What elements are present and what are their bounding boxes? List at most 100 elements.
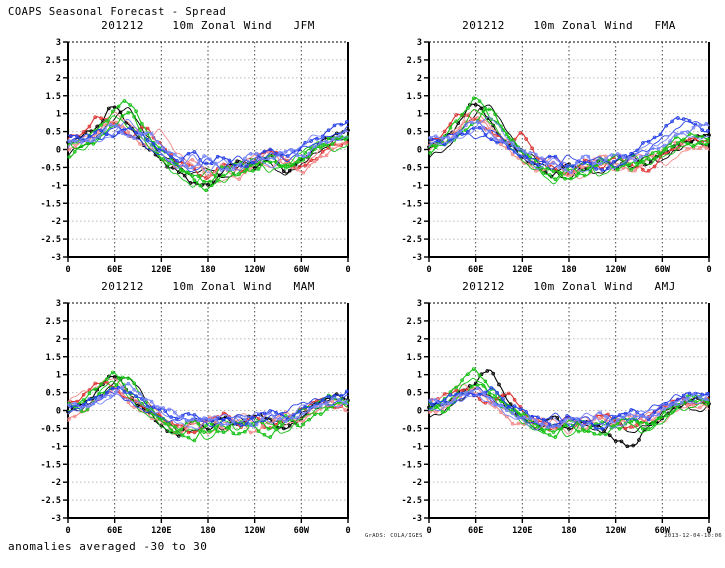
ensemble-marker-green bbox=[685, 141, 690, 146]
y-tick-label: 1 bbox=[56, 371, 61, 381]
x-tick-label: 0 bbox=[426, 265, 431, 275]
ensemble-marker-lightblue bbox=[469, 389, 474, 394]
y-tick-label: 0.5 bbox=[407, 128, 422, 138]
y-tick-label: 1 bbox=[56, 110, 61, 120]
ensemble-marker-blue bbox=[326, 394, 331, 399]
ensemble-marker-green bbox=[664, 413, 669, 418]
ensemble-marker-green bbox=[260, 420, 265, 425]
ensemble-marker-lightblue bbox=[337, 134, 341, 138]
ensemble-marker-salmon bbox=[237, 177, 241, 181]
ensemble-marker-blue bbox=[477, 125, 482, 130]
ensemble-marker-green bbox=[272, 425, 276, 429]
ensemble-marker-green bbox=[446, 406, 451, 411]
ensemble-marker-lightblue bbox=[237, 162, 241, 167]
ensemble-marker-salmon bbox=[295, 167, 300, 172]
y-tick-label: 3 bbox=[56, 38, 61, 48]
panel-amj: 201212 10m Zonal Wind AMJ 3 2.5 2 1.5 1 0.5 0-… bbox=[377, 279, 725, 541]
ensemble-marker-lightblue bbox=[580, 423, 585, 428]
ensemble-marker-salmon bbox=[307, 163, 311, 168]
ensemble-marker-blue bbox=[501, 397, 505, 401]
ensemble-marker-green bbox=[192, 178, 197, 183]
ensemble-marker-lightblue bbox=[685, 396, 690, 401]
ensemble-marker-green bbox=[615, 422, 620, 426]
ensemble-line-black bbox=[428, 104, 710, 180]
ensemble-marker-blue bbox=[175, 416, 179, 421]
ensemble-marker-red bbox=[518, 405, 523, 409]
plot-area-amj: 3 2.5 2 1.5 1 0.5 0 -0.5 -1 -1.5 -2 -2.5 -3 0 60E 120E 1… bbox=[402, 299, 712, 536]
ensemble-marker-green bbox=[318, 145, 323, 150]
ensemble-marker-lightblue bbox=[563, 167, 567, 172]
ensemble-marker-green bbox=[221, 430, 226, 435]
ensemble-marker-blue bbox=[280, 412, 284, 417]
ensemble-marker-green bbox=[571, 423, 575, 428]
ensemble-marker-lightblue bbox=[202, 154, 206, 158]
ensemble-marker-lightblue bbox=[108, 123, 113, 127]
ensemble-marker-salmon bbox=[132, 405, 136, 409]
ensemble-marker-red bbox=[140, 125, 144, 130]
ensemble-marker-green bbox=[297, 156, 302, 161]
ensemble-marker-lightblue bbox=[698, 123, 702, 128]
ensemble-marker-green bbox=[662, 147, 667, 151]
ensemble-marker-green bbox=[569, 176, 573, 181]
plot-timestamp: 2013-12-04-10:06 bbox=[664, 533, 722, 539]
ensemble-marker-blue bbox=[623, 411, 628, 416]
x-tick-label: 120W bbox=[605, 265, 626, 275]
ensemble-line-lightblue bbox=[67, 124, 349, 171]
plot-area-mam: 3 2.5 2 1.5 1 0.5 0 -0.5 -1 -1.5 -2 -2.5 -3 0 60E 120E 1… bbox=[41, 299, 351, 536]
ensemble-marker-lightblue bbox=[487, 129, 492, 134]
ensemble-marker-lightblue bbox=[615, 152, 620, 156]
ensemble-marker-salmon bbox=[516, 421, 521, 426]
ensemble-marker-green bbox=[173, 425, 177, 429]
ensemble-marker-green bbox=[656, 150, 661, 154]
ensemble-marker-green bbox=[79, 409, 84, 413]
ensemble-marker-green bbox=[553, 435, 558, 439]
ensemble-marker-green bbox=[343, 137, 348, 142]
x-tick-label: 120W bbox=[244, 526, 265, 536]
ensemble-marker-lightblue bbox=[621, 155, 626, 160]
ensemble-marker-green bbox=[466, 372, 470, 377]
ensemble-marker-black bbox=[281, 426, 286, 431]
ensemble-marker-lightblue bbox=[225, 422, 230, 426]
ensemble-marker-green bbox=[545, 166, 550, 171]
ensemble-marker-green bbox=[190, 174, 195, 178]
ensemble-marker-lightblue bbox=[283, 419, 288, 424]
ensemble-marker-green bbox=[656, 416, 661, 421]
y-tick-label: -0.5 bbox=[41, 424, 61, 434]
ensemble-marker-lightblue bbox=[196, 418, 201, 423]
ensemble-marker-green bbox=[522, 411, 527, 416]
y-tick-label: -0.5 bbox=[402, 424, 422, 434]
ensemble-marker-black bbox=[625, 444, 630, 449]
ensemble-marker-green bbox=[140, 401, 144, 406]
ensemble-marker-green bbox=[116, 376, 121, 380]
ensemble-marker-blue bbox=[565, 414, 569, 418]
ensemble-line-green bbox=[67, 376, 349, 436]
ensemble-marker-lightblue bbox=[704, 121, 709, 126]
y-tick-label: -2.5 bbox=[402, 235, 422, 245]
ensemble-marker-lightblue bbox=[609, 419, 614, 424]
ensemble-marker-lightblue bbox=[458, 129, 462, 134]
ensemble-marker-lightblue bbox=[522, 415, 527, 420]
ensemble-marker-blue bbox=[495, 140, 499, 145]
ensemble-marker-green bbox=[213, 173, 218, 178]
ensemble-marker-green bbox=[289, 163, 294, 168]
ensemble-line-green bbox=[67, 111, 349, 183]
ensemble-marker-blue bbox=[524, 410, 529, 414]
ensemble-marker-salmon bbox=[318, 154, 323, 159]
page-title: COAPS Seasonal Forecast - Spread bbox=[8, 6, 227, 18]
y-tick-label: 0.5 bbox=[46, 128, 61, 138]
ensemble-marker-red bbox=[454, 113, 459, 117]
x-tick-label: 120E bbox=[512, 265, 532, 275]
ensemble-marker-blue bbox=[483, 390, 488, 395]
x-tick-label: 60W bbox=[294, 265, 310, 275]
ensemble-marker-green bbox=[448, 125, 453, 130]
ensemble-marker-green bbox=[553, 177, 558, 182]
ensemble-marker-salmon bbox=[633, 168, 637, 173]
ensemble-marker-green bbox=[641, 427, 645, 431]
ensemble-marker-lightblue bbox=[120, 131, 125, 135]
ensemble-marker-lightblue bbox=[67, 139, 72, 143]
ensemble-marker-green bbox=[576, 429, 581, 434]
ensemble-marker-lightblue bbox=[178, 414, 183, 419]
ensemble-marker-lightblue bbox=[586, 154, 591, 159]
ensemble-marker-blue bbox=[611, 415, 616, 420]
ensemble-marker-black bbox=[567, 427, 571, 431]
